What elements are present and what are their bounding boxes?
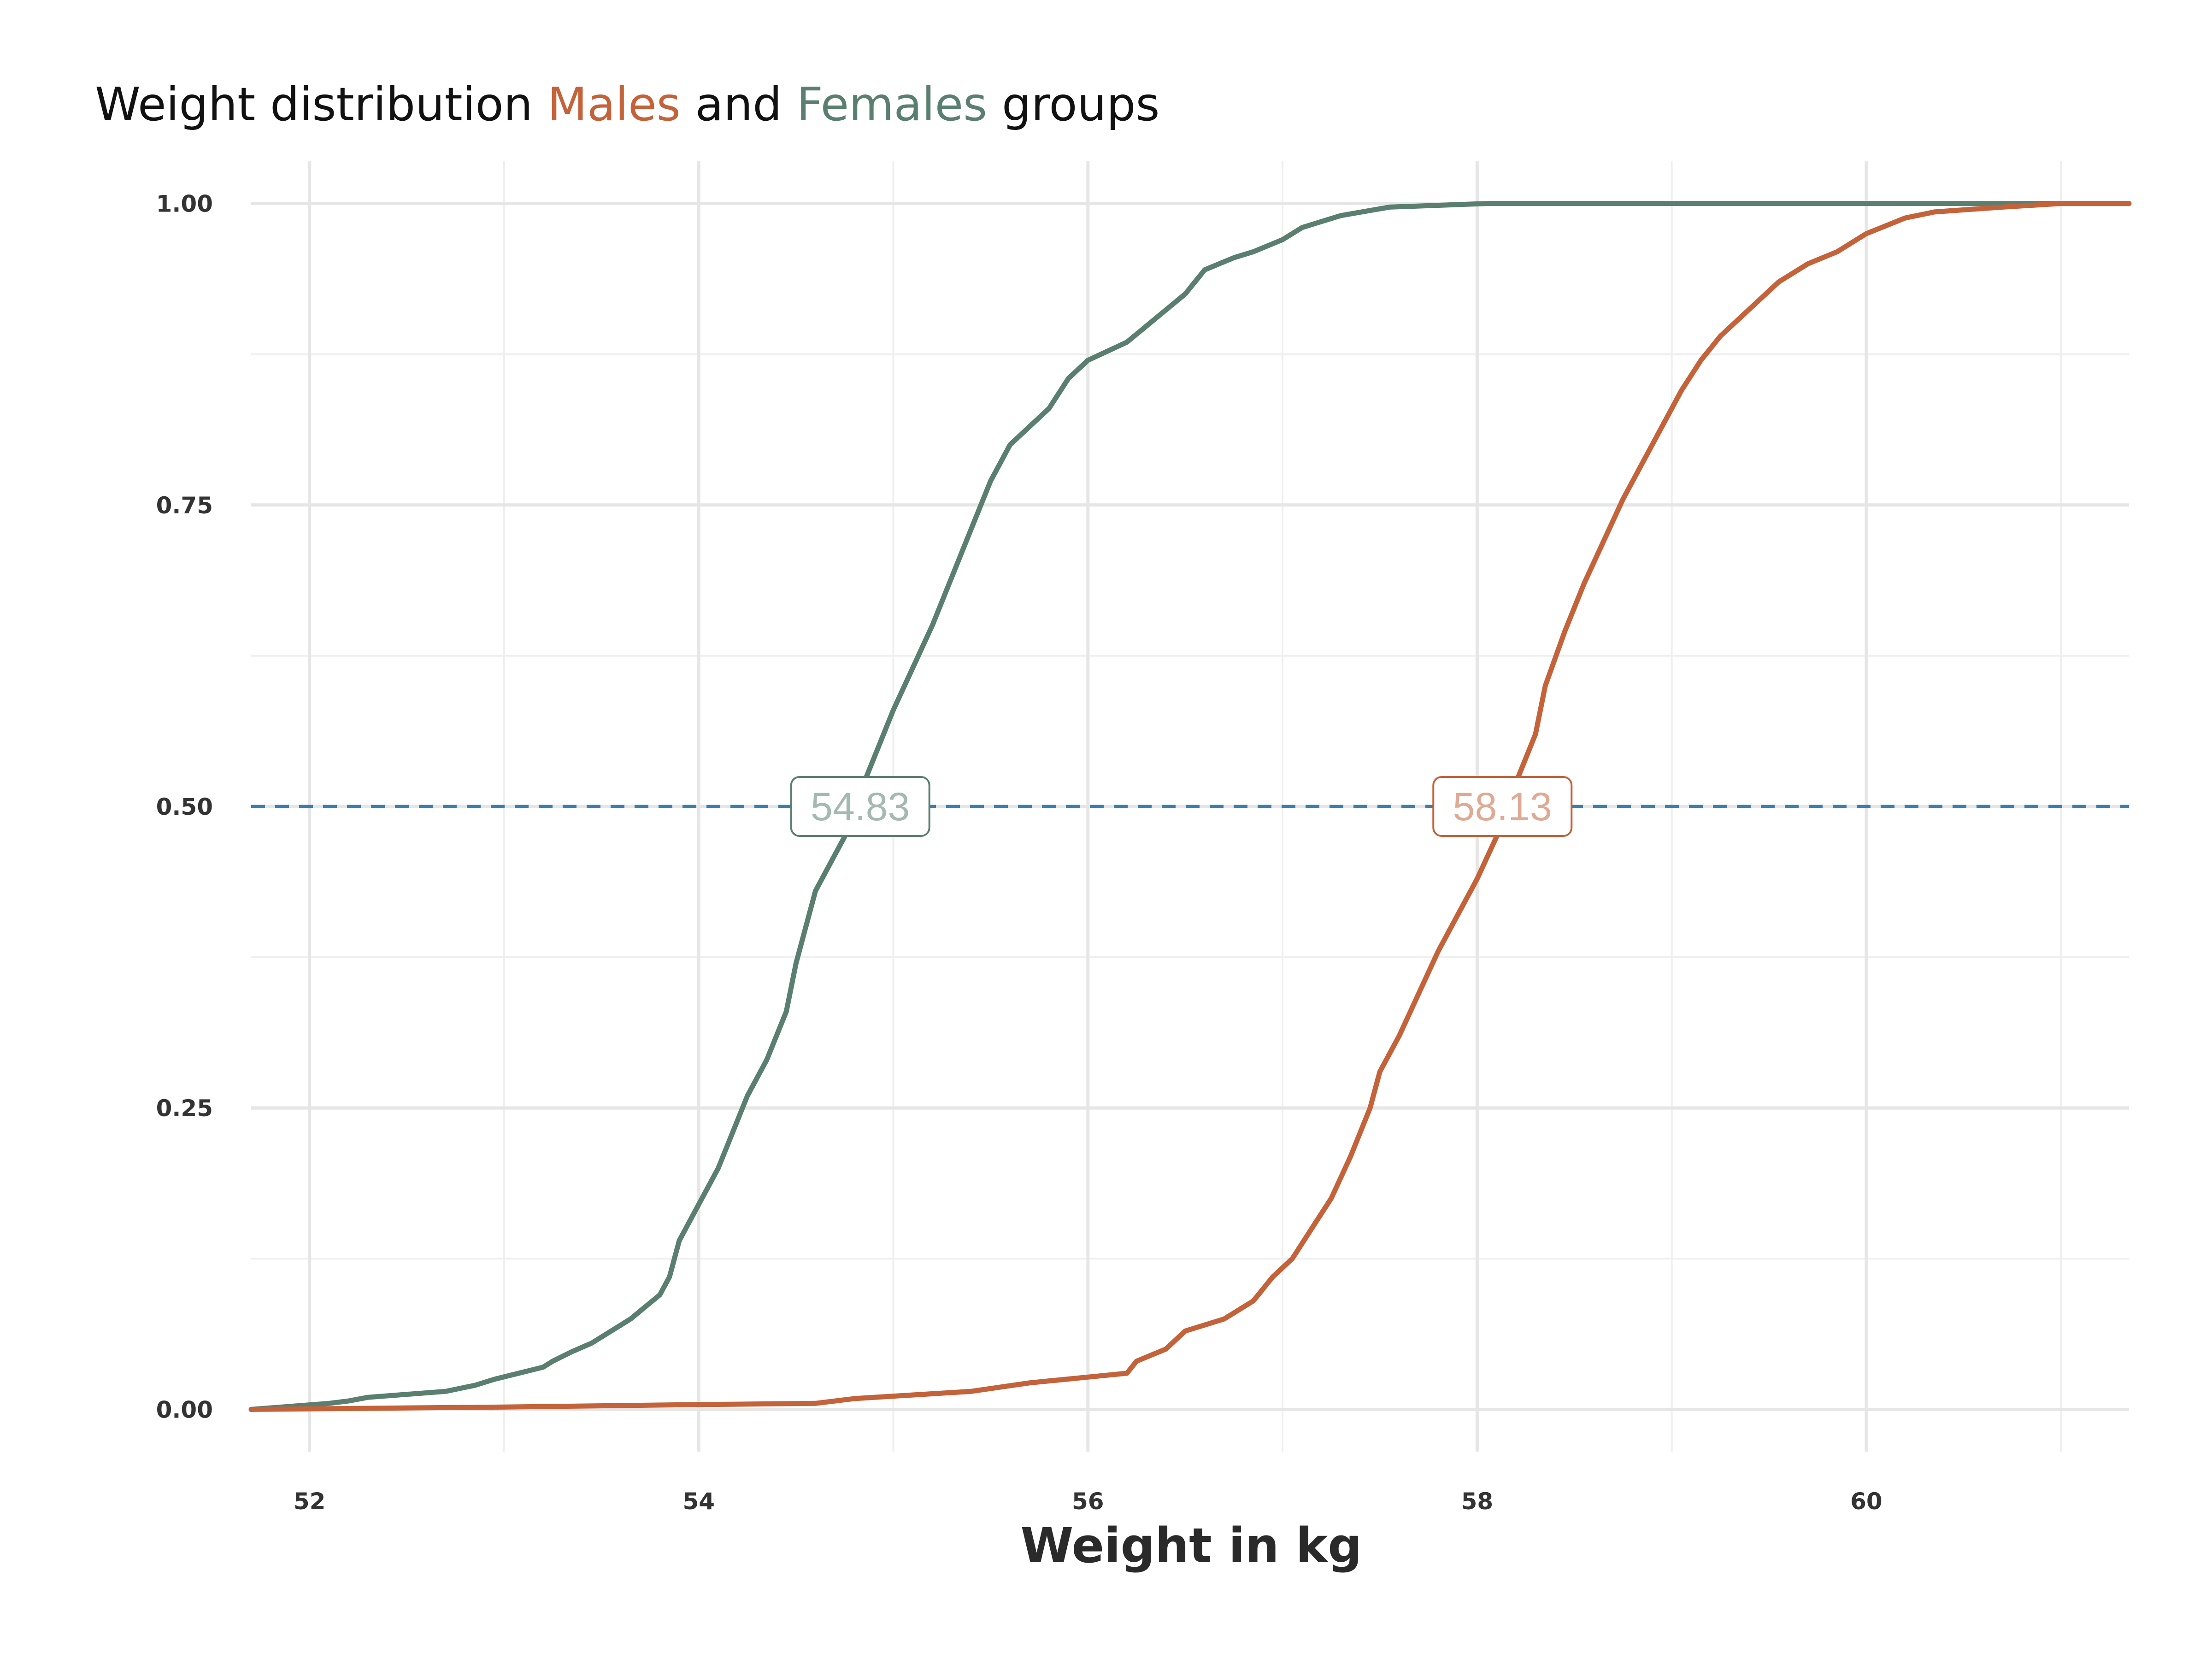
x-axis-title: Weight in kg (1020, 1518, 1362, 1574)
median-label-text: 54.83 (811, 785, 910, 829)
y-tick-label: 0.00 (156, 1396, 213, 1423)
title-middle: and (680, 77, 797, 131)
x-tick-label: 56 (1072, 1488, 1104, 1515)
y-tick-label: 1.00 (156, 191, 213, 218)
y-tick-label: 0.50 (156, 794, 213, 820)
chart-title: Weight distribution Males and Females gr… (95, 77, 1160, 131)
series-line-males (248, 201, 2132, 1412)
median-label-box (790, 776, 930, 837)
y-tick-label: 0.25 (156, 1095, 213, 1122)
x-tick-label: 52 (294, 1488, 326, 1515)
y-tick-label: 0.75 (156, 492, 213, 519)
median-label-males: 58.13 (1432, 776, 1573, 837)
title-suffix: groups (987, 77, 1160, 131)
title-males: Males (547, 77, 681, 131)
x-tick-label: 58 (1461, 1488, 1494, 1515)
axis-tick-labels: 52 54 56 58 60 0.00 0.25 0.50 0.75 1.00 (156, 191, 1883, 1515)
x-tick-label: 60 (1850, 1488, 1883, 1515)
median-label-females: 54.83 (790, 776, 930, 837)
title-prefix: Weight distribution (95, 77, 547, 131)
x-tick-label: 54 (682, 1488, 715, 1515)
title-females: Females (796, 77, 988, 131)
median-label-box (1432, 776, 1573, 837)
median-annotations: 54.83 58.13 (790, 776, 1573, 837)
median-label-text: 58.13 (1453, 785, 1552, 829)
